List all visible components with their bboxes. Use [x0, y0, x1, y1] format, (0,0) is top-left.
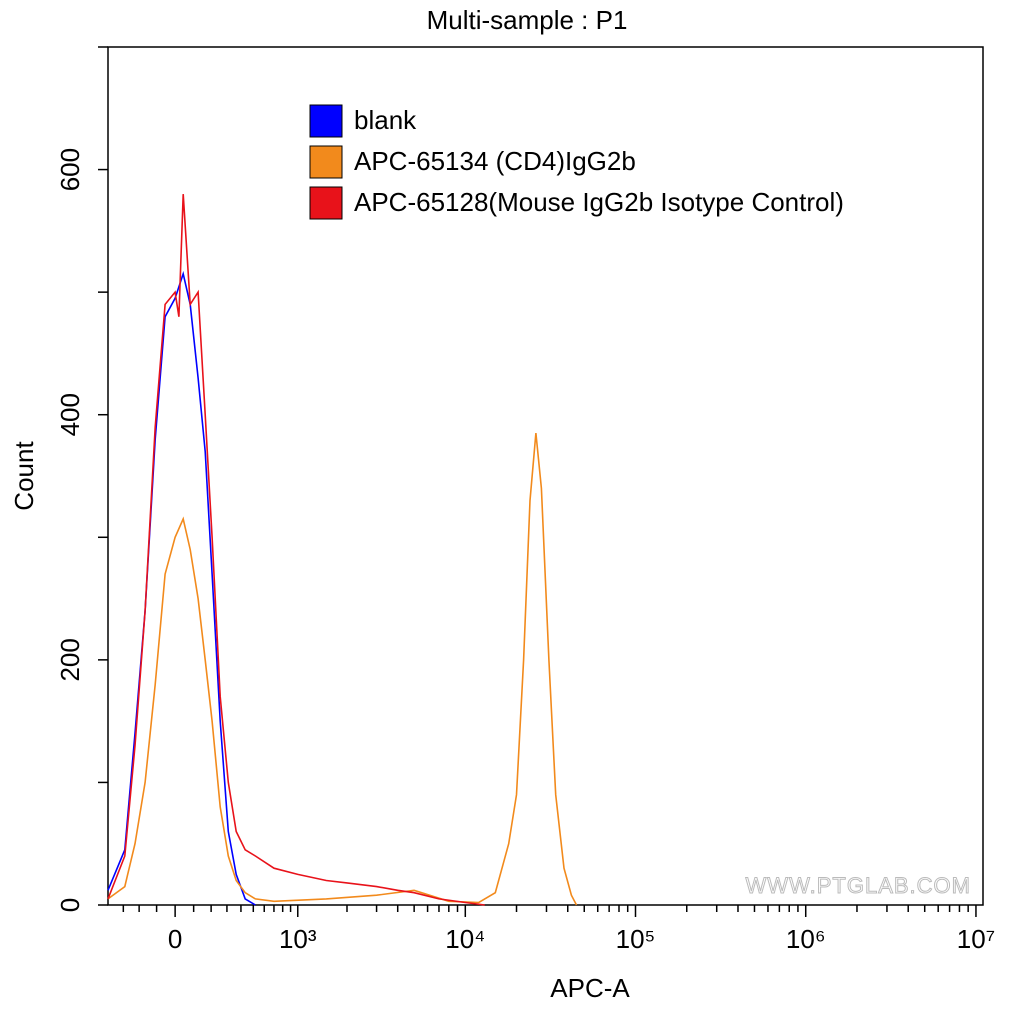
legend-swatch [309, 186, 343, 220]
x-tick-label: 10³ [279, 924, 317, 954]
chart-title: Multi-sample : P1 [427, 5, 628, 35]
x-axis-label: APC-A [550, 973, 630, 1003]
legend-swatch [309, 104, 343, 138]
legend-label: blank [354, 105, 417, 135]
x-tick-label: 0 [168, 924, 182, 954]
y-tick-label: 400 [55, 393, 85, 436]
legend-label: APC-65128(Mouse IgG2b Isotype Control) [354, 187, 844, 217]
x-tick-label: 10⁵ [616, 924, 656, 954]
y-axis-label: Count [9, 441, 39, 511]
histogram-line [107, 194, 485, 906]
y-tick-label: 0 [55, 898, 85, 912]
x-tick-label: 10⁶ [786, 924, 826, 954]
histogram-line [107, 433, 578, 906]
legend-label: APC-65134 (CD4)IgG2b [354, 146, 636, 176]
legend-swatch [309, 145, 343, 179]
plot-frame [107, 46, 984, 906]
watermark: WWW.PTGLAB.COM [746, 873, 971, 898]
x-tick-label: 10⁴ [445, 924, 485, 954]
y-tick-label: 200 [55, 638, 85, 681]
y-tick-label: 600 [55, 148, 85, 191]
x-tick-label: 10⁷ [957, 924, 995, 954]
